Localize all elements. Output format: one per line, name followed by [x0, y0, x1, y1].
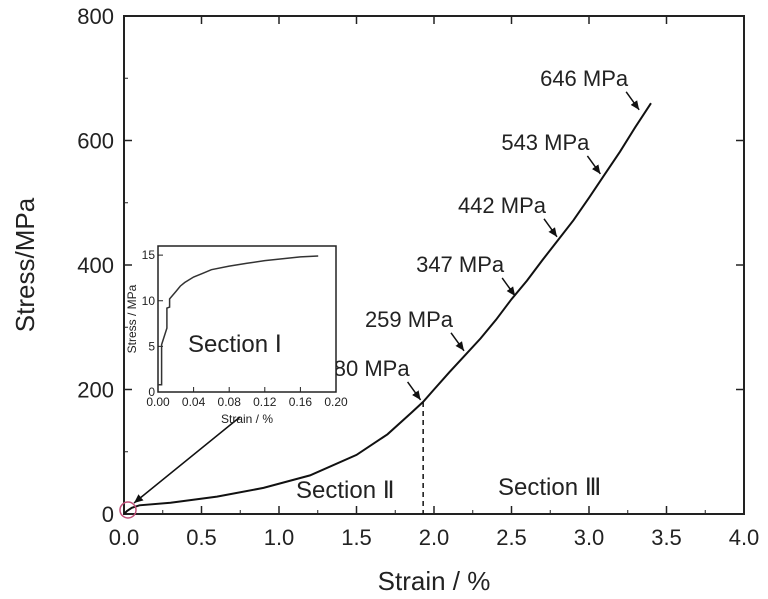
inset-frame — [157, 245, 337, 393]
x-tick-label: 0.0 — [109, 525, 140, 550]
x-tick-label: 2.5 — [496, 525, 527, 550]
inset-y-tick-label: 15 — [142, 248, 156, 262]
stress-annotation-label: 259 MPa — [365, 307, 454, 332]
y-axis-title: Stress/MPa — [10, 197, 40, 332]
inset-tick-labels: 0.00 0.04 0.08 0.12 0.16 0.20 0 5 10 15 — [142, 248, 348, 409]
y-tick-label: 0 — [102, 502, 114, 527]
annotation-arrow — [625, 91, 640, 111]
x-tick-label: 3.5 — [651, 525, 682, 550]
y-tick-label: 800 — [77, 4, 114, 29]
inset-x-axis-title: Strain / % — [221, 412, 273, 426]
annotation-arrow — [406, 381, 422, 401]
inset-x-tick-label: 0.20 — [324, 395, 348, 409]
inset-x-tick-label: 0.04 — [182, 395, 206, 409]
inset-x-tick-label: 0.00 — [146, 395, 170, 409]
inset-y-tick-label: 0 — [148, 385, 155, 399]
x-tick-label: 3.0 — [574, 525, 605, 550]
inset-y-axis-title: Stress / MPa — [125, 284, 139, 353]
main-tick-labels: 0.0 0.5 1.0 1.5 2.0 2.5 3.0 3.5 4.0 0 200 400 600 800 — [77, 4, 759, 550]
stress-annotation-label: 646 MPa — [540, 66, 629, 91]
annotation-arrow — [543, 218, 558, 238]
annotation-arrow — [501, 277, 516, 297]
stress-annotation-label: 442 MPa — [458, 193, 547, 218]
section-2-label: Section Ⅱ — [296, 477, 395, 504]
x-tick-label: 1.5 — [341, 525, 372, 550]
stress-annotation-label: 543 MPa — [501, 130, 590, 155]
section-1-label: Section Ⅰ — [188, 331, 282, 358]
y-tick-label: 600 — [77, 129, 114, 154]
main-series-line — [123, 102, 652, 515]
inset-series-line — [158, 255, 319, 386]
inset-x-tick-label: 0.16 — [289, 395, 313, 409]
inset-y-tick-label: 10 — [142, 294, 156, 308]
x-tick-label: 4.0 — [729, 525, 760, 550]
x-tick-label: 0.5 — [186, 525, 217, 550]
x-tick-label: 1.0 — [264, 525, 295, 550]
main-axis-ticks — [123, 15, 745, 515]
inset-x-tick-label: 0.08 — [218, 395, 242, 409]
inset-y-tick-label: 5 — [148, 339, 155, 353]
x-tick-label: 2.0 — [419, 525, 450, 550]
section-3-label: Section Ⅲ — [498, 474, 601, 501]
annotation-arrow — [586, 155, 602, 175]
y-tick-label: 200 — [77, 378, 114, 403]
origin-highlight-circle — [119, 501, 137, 519]
inset-pointer-arrow — [133, 416, 241, 504]
inset-x-tick-label: 0.12 — [253, 395, 277, 409]
annotation-arrow — [450, 332, 465, 352]
y-tick-label: 400 — [77, 253, 114, 278]
x-axis-title: Strain / % — [378, 566, 491, 596]
stress-annotation-label: 347 MPa — [416, 252, 505, 277]
inset-chart: 0.00 0.04 0.08 0.12 0.16 0.20 0 5 10 15 Strain / … — [125, 245, 348, 426]
